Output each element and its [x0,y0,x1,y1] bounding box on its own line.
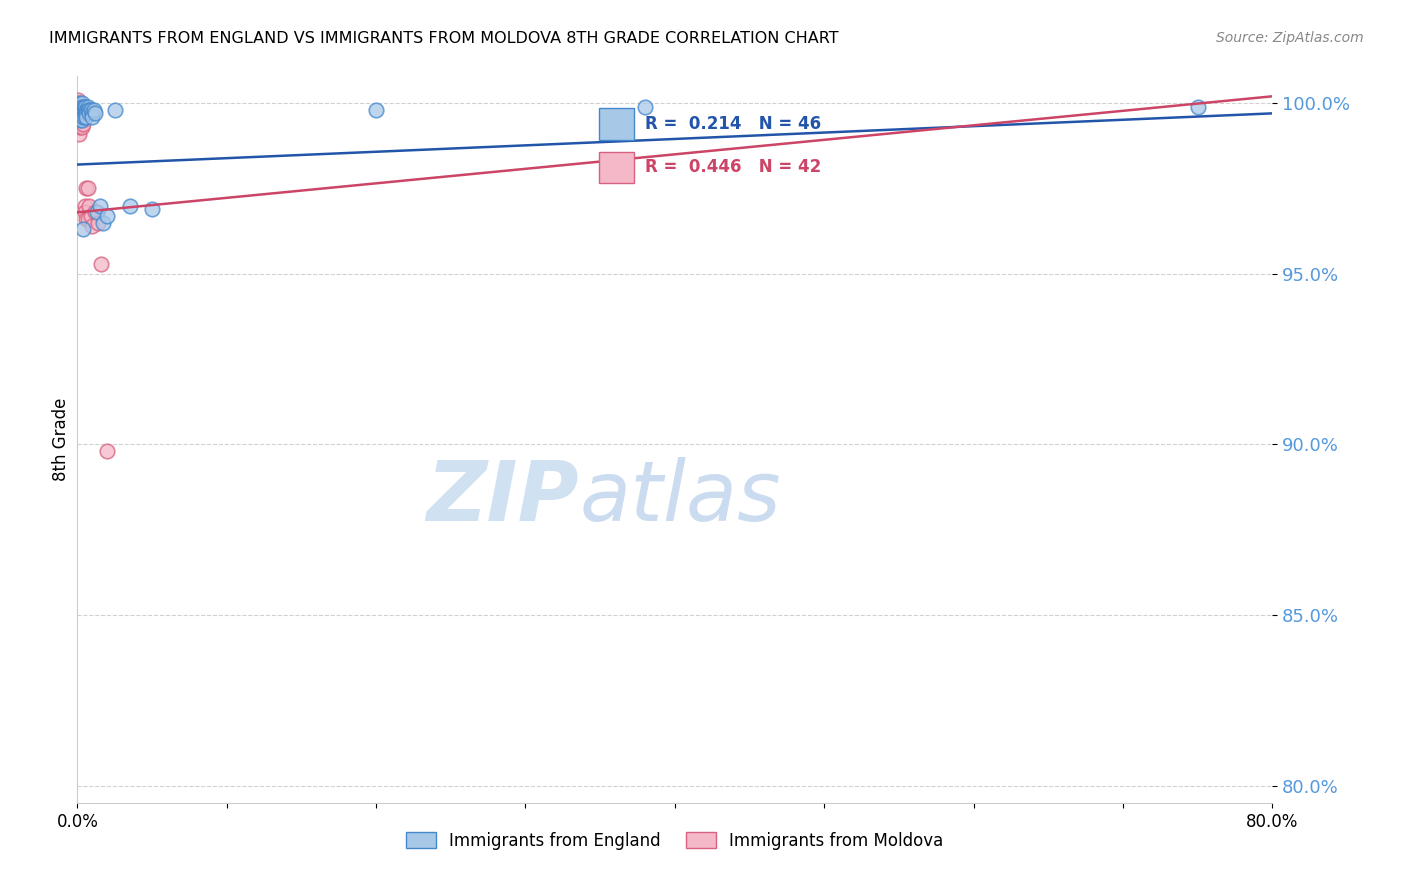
Point [70,113,93,128]
Point [80,209,103,223]
Point [104,103,127,117]
Point [72,103,94,117]
Point [73,99,96,113]
Point [70,120,93,134]
Point [80,103,103,117]
Point [70,106,93,120]
Point [67,106,90,120]
Point [118,198,141,212]
Point [67,96,90,111]
Point [73,106,96,120]
Point [67,99,90,113]
Point [69,106,91,120]
Point [73,106,96,120]
Point [70,113,93,128]
Point [82,219,104,233]
Point [141,202,163,216]
Point [634,99,657,113]
Text: IMMIGRANTS FROM ENGLAND VS IMMIGRANTS FROM MOLDOVA 8TH GRADE CORRELATION CHART: IMMIGRANTS FROM ENGLAND VS IMMIGRANTS FR… [49,31,839,46]
Point [84,205,107,219]
Point [73,103,96,117]
Point [1187,99,1209,113]
Point [69,110,91,124]
Point [73,110,96,124]
Point [70,117,93,131]
Point [69,110,91,124]
Point [67,120,90,134]
Text: Source: ZipAtlas.com: Source: ZipAtlas.com [1216,31,1364,45]
Point [69,120,91,134]
Point [76,99,98,113]
Point [70,99,93,113]
Point [69,113,91,128]
Point [72,113,94,128]
Point [73,198,96,212]
Point [67,96,90,111]
Point [366,103,388,117]
Point [72,117,94,131]
Point [91,216,114,230]
Point [70,110,93,124]
Point [90,256,112,270]
Point [75,181,97,195]
Point [70,110,93,124]
Point [69,103,91,117]
Point [72,99,94,113]
Point [67,103,90,117]
Point [67,103,90,117]
Point [73,110,96,124]
Point [70,103,93,117]
Point [82,110,104,124]
Point [73,99,96,113]
Point [72,110,94,124]
Point [79,103,101,117]
Point [75,103,97,117]
Point [75,106,97,120]
Point [96,444,118,458]
Point [96,209,118,223]
Legend: Immigrants from England, Immigrants from Moldova: Immigrants from England, Immigrants from… [399,825,950,856]
Point [76,103,98,117]
Y-axis label: 8th Grade: 8th Grade [52,398,70,481]
Point [67,93,90,107]
Point [75,212,97,227]
Point [75,110,97,124]
Point [86,205,108,219]
Point [67,99,90,113]
Point [67,117,90,131]
Text: ZIP: ZIP [426,457,579,538]
Point [89,198,111,212]
Point [76,212,98,227]
Point [67,127,90,141]
Point [67,99,90,113]
Point [84,106,107,120]
Point [79,198,101,212]
Text: atlas: atlas [579,457,780,538]
Point [72,110,94,124]
Point [73,205,96,219]
Point [83,103,105,117]
Point [70,96,93,111]
Point [69,113,91,128]
Point [87,216,110,230]
Point [72,106,94,120]
Point [72,222,94,236]
Point [72,103,94,117]
Point [72,106,94,120]
Point [69,99,91,113]
Point [82,106,104,120]
Point [67,110,90,124]
Point [70,106,93,120]
Point [69,103,91,117]
Point [69,99,91,113]
Point [69,106,91,120]
Point [70,103,93,117]
Point [79,106,101,120]
Point [76,181,98,195]
